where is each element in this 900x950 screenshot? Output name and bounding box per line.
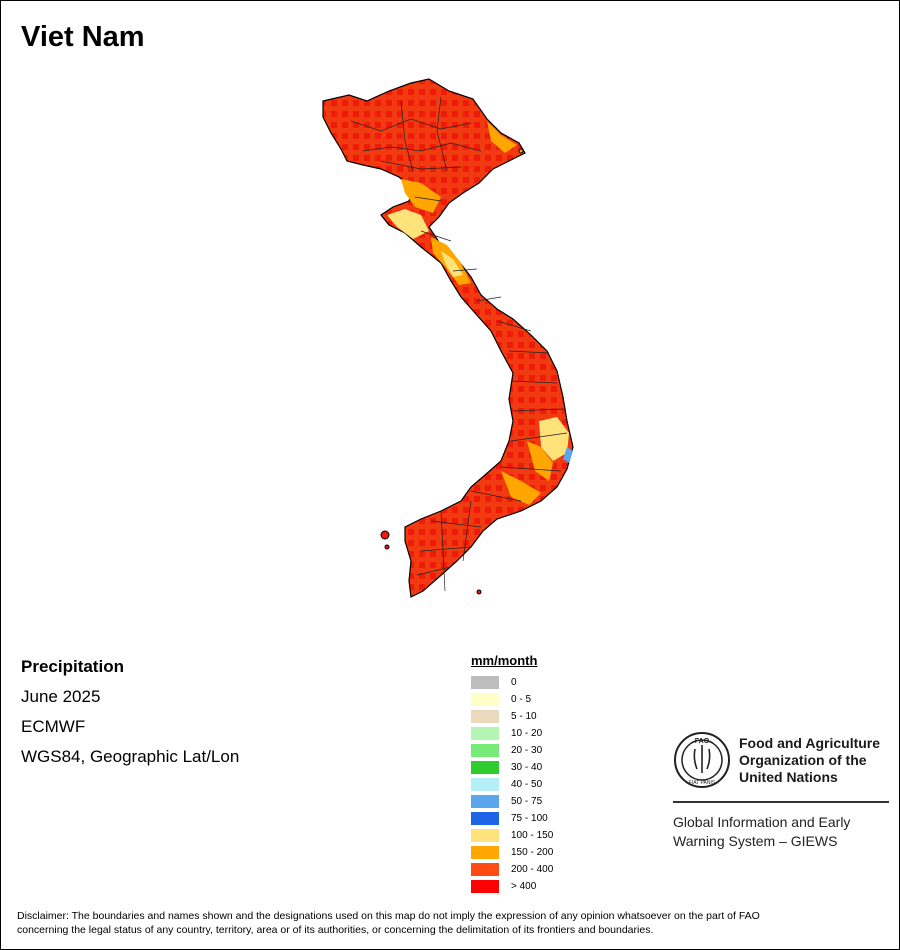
legend-item: 75 - 100 — [471, 810, 553, 827]
legend-swatch — [471, 710, 499, 723]
legend-item: 50 - 75 — [471, 793, 553, 810]
zone-150-200-north — [401, 179, 441, 213]
giews-line-2: Warning System – GIEWS — [673, 833, 838, 849]
legend-swatch — [471, 744, 499, 757]
zone-150-200-south — [501, 471, 541, 505]
legend-label: 0 - 5 — [511, 694, 532, 705]
legend-item: 40 - 50 — [471, 776, 553, 793]
legend-label: > 400 — [511, 881, 537, 892]
logo-divider — [673, 801, 889, 803]
legend-swatch — [471, 676, 499, 689]
legend-swatch — [471, 727, 499, 740]
giews-line-1: Global Information and Early — [673, 814, 851, 830]
disclaimer-line-1: Disclaimer: The boundaries and names sho… — [17, 910, 760, 922]
org-line-2: Organization of the — [739, 751, 867, 768]
legend-item: 200 - 400 — [471, 861, 553, 878]
legend-label: 75 - 100 — [511, 813, 548, 824]
legend-label: 200 - 400 — [511, 864, 554, 875]
fao-logo-block: FAO FIAT PANIS Food and Agriculture Orga… — [673, 731, 889, 851]
legend-swatch — [471, 829, 499, 842]
legend: mm/month 0 0 - 5 5 - 10 10 - 20 20 - 30 30 - … — [471, 653, 553, 895]
fao-emblem-motto: FIAT PANIS — [689, 780, 716, 786]
island — [476, 589, 482, 595]
legend-label: 0 — [511, 677, 517, 688]
island — [380, 530, 390, 540]
period-label: June 2025 — [21, 687, 101, 706]
map-info: Precipitation June 2025 ECMWF WGS84, Geo… — [21, 657, 239, 777]
variable-label: Precipitation — [21, 657, 124, 676]
map-title: Viet Nam — [21, 21, 145, 53]
legend-label: 50 - 75 — [511, 796, 543, 807]
fao-emblem-letters: FAO — [695, 738, 710, 745]
legend-item: 5 - 10 — [471, 708, 553, 725]
legend-label: 10 - 20 — [511, 728, 543, 739]
giews-name: Global Information and Early Warning Sys… — [673, 813, 889, 851]
projection-label: WGS84, Geographic Lat/Lon — [21, 747, 240, 766]
org-line-1: Food and Agriculture — [739, 734, 881, 751]
legend-swatch — [471, 863, 499, 876]
legend-item: 20 - 30 — [471, 742, 553, 759]
fao-emblem-icon: FAO FIAT PANIS — [674, 732, 730, 788]
legend-item: 0 - 5 — [471, 691, 553, 708]
legend-swatch — [471, 812, 499, 825]
country-shape — [322, 78, 574, 598]
legend-item: 30 - 40 — [471, 759, 553, 776]
legend-swatch — [471, 846, 499, 859]
country-map — [322, 78, 574, 598]
legend-swatch — [471, 693, 499, 706]
legend-label: 100 - 150 — [511, 830, 554, 841]
legend-swatch — [471, 880, 499, 893]
legend-item: > 400 — [471, 878, 553, 895]
org-line-3: United Nations — [739, 768, 838, 785]
legend-label: 30 - 40 — [511, 762, 543, 773]
island — [518, 148, 524, 154]
legend-label: 150 - 200 — [511, 847, 554, 858]
legend-label: 5 - 10 — [511, 711, 537, 722]
legend-label: 40 - 50 — [511, 779, 543, 790]
island — [384, 544, 390, 550]
legend-item: 100 - 150 — [471, 827, 553, 844]
province-boundaries — [350, 96, 568, 592]
fao-org-name: Food and Agriculture Organization of the… — [739, 735, 880, 786]
legend-swatch — [471, 795, 499, 808]
legend-swatch — [471, 778, 499, 791]
legend-item: 10 - 20 — [471, 725, 553, 742]
zone-100-150-south-central — [539, 417, 569, 461]
legend-rows: 0 0 - 5 5 - 10 10 - 20 20 - 30 30 - 40 40 - 50… — [471, 674, 553, 895]
legend-label: 20 - 30 — [511, 745, 543, 756]
zone-50-75-coast — [563, 447, 573, 463]
legend-swatch — [471, 761, 499, 774]
legend-unit: mm/month — [471, 653, 538, 668]
disclaimer: Disclaimer: The boundaries and names sho… — [17, 909, 887, 937]
legend-item: 0 — [471, 674, 553, 691]
zone-150-200-south-central — [527, 441, 553, 481]
zone-100-150-north — [387, 209, 429, 239]
source-label: ECMWF — [21, 717, 86, 736]
legend-item: 150 - 200 — [471, 844, 553, 861]
disclaimer-line-2: concerning the legal status of any count… — [17, 924, 654, 936]
zone-150-200-coast — [487, 121, 517, 153]
